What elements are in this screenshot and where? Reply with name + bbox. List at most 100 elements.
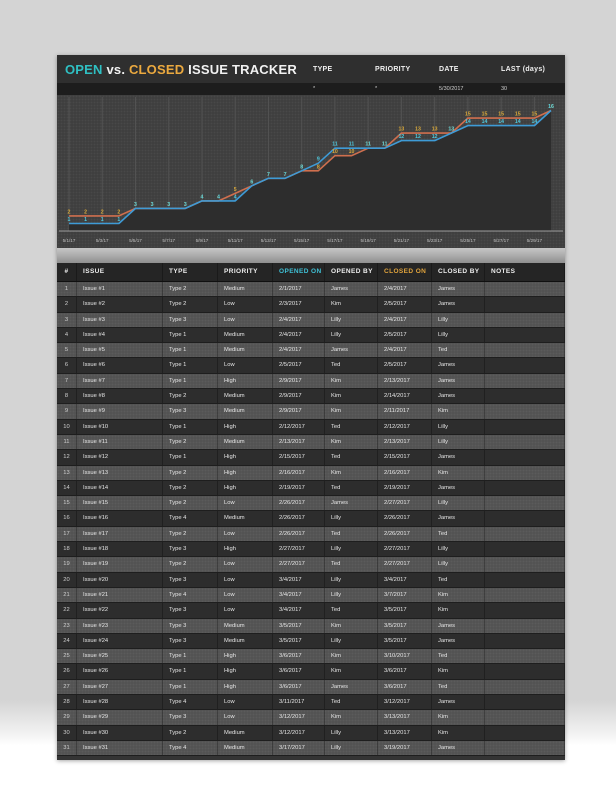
issue-name[interactable]: Issue #5: [77, 343, 163, 358]
opened-by-cell[interactable]: James: [325, 343, 378, 358]
opened-by-cell[interactable]: Lilly: [325, 572, 378, 587]
priority-cell[interactable]: Medium: [218, 327, 273, 343]
type-cell[interactable]: Type 1: [163, 679, 218, 695]
opened-by-cell[interactable]: Kim: [325, 649, 378, 664]
closed-on-cell[interactable]: 3/19/2017: [378, 740, 432, 756]
opened-on-cell[interactable]: 3/4/2017: [273, 603, 325, 618]
issue-name[interactable]: Issue #31: [77, 740, 163, 756]
closed-by-cell[interactable]: James: [432, 480, 485, 496]
priority-cell[interactable]: Low: [218, 603, 273, 618]
notes-cell[interactable]: [485, 419, 565, 434]
opened-on-cell[interactable]: 3/5/2017: [273, 618, 325, 633]
priority-cell[interactable]: Medium: [218, 633, 273, 649]
opened-by-cell[interactable]: Lilly: [325, 725, 378, 740]
priority-cell[interactable]: Low: [218, 572, 273, 587]
opened-on-cell[interactable]: 3/17/2017: [273, 740, 325, 756]
row-number[interactable]: 29: [57, 710, 77, 725]
notes-cell[interactable]: [485, 725, 565, 740]
issue-name[interactable]: Issue #20: [77, 572, 163, 587]
type-cell[interactable]: Type 1: [163, 649, 218, 664]
row-number[interactable]: 2: [57, 297, 77, 312]
notes-cell[interactable]: [485, 618, 565, 633]
closed-by-cell[interactable]: Lilly: [432, 312, 485, 327]
type-cell[interactable]: Type 2: [163, 282, 218, 297]
filter-date-value[interactable]: 5/30/2017: [439, 86, 464, 92]
issue-name[interactable]: Issue #2: [77, 297, 163, 312]
row-number[interactable]: 3: [57, 312, 77, 327]
opened-on-cell[interactable]: 2/4/2017: [273, 312, 325, 327]
issue-name[interactable]: Issue #6: [77, 358, 163, 373]
row-number[interactable]: 16: [57, 511, 77, 526]
notes-cell[interactable]: [485, 664, 565, 679]
notes-cell[interactable]: [485, 511, 565, 526]
opened-by-cell[interactable]: Ted: [325, 480, 378, 496]
opened-by-cell[interactable]: Lilly: [325, 312, 378, 327]
closed-on-cell[interactable]: 3/13/2017: [378, 725, 432, 740]
closed-on-cell[interactable]: 2/26/2017: [378, 511, 432, 526]
opened-on-cell[interactable]: 2/5/2017: [273, 358, 325, 373]
notes-cell[interactable]: [485, 633, 565, 649]
type-cell[interactable]: Type 1: [163, 450, 218, 465]
issue-name[interactable]: Issue #30: [77, 725, 163, 740]
type-cell[interactable]: Type 3: [163, 618, 218, 633]
closed-on-cell[interactable]: 2/4/2017: [378, 282, 432, 297]
closed-by-cell[interactable]: James: [432, 373, 485, 389]
opened-by-cell[interactable]: Ted: [325, 358, 378, 373]
opened-on-cell[interactable]: 3/6/2017: [273, 649, 325, 664]
type-cell[interactable]: Type 3: [163, 404, 218, 419]
opened-by-cell[interactable]: Lilly: [325, 587, 378, 603]
closed-by-cell[interactable]: James: [432, 618, 485, 633]
type-cell[interactable]: Type 2: [163, 465, 218, 480]
row-number[interactable]: 23: [57, 618, 77, 633]
closed-by-cell[interactable]: Kim: [432, 710, 485, 725]
type-cell[interactable]: Type 2: [163, 297, 218, 312]
row-number[interactable]: 26: [57, 664, 77, 679]
type-cell[interactable]: Type 2: [163, 434, 218, 450]
opened-by-cell[interactable]: Ted: [325, 557, 378, 572]
row-number[interactable]: 8: [57, 389, 77, 404]
opened-by-cell[interactable]: Ted: [325, 450, 378, 465]
row-number[interactable]: 27: [57, 679, 77, 695]
notes-cell[interactable]: [485, 679, 565, 695]
row-number[interactable]: 30: [57, 725, 77, 740]
opened-by-cell[interactable]: Kim: [325, 664, 378, 679]
notes-cell[interactable]: [485, 297, 565, 312]
notes-cell[interactable]: [485, 434, 565, 450]
issue-name[interactable]: Issue #24: [77, 633, 163, 649]
closed-by-cell[interactable]: Lilly: [432, 419, 485, 434]
opened-by-cell[interactable]: Kim: [325, 373, 378, 389]
issue-name[interactable]: Issue #15: [77, 496, 163, 511]
notes-cell[interactable]: [485, 587, 565, 603]
issue-name[interactable]: Issue #3: [77, 312, 163, 327]
notes-cell[interactable]: [485, 343, 565, 358]
type-cell[interactable]: Type 1: [163, 343, 218, 358]
notes-cell[interactable]: [485, 450, 565, 465]
issue-name[interactable]: Issue #18: [77, 542, 163, 557]
type-cell[interactable]: Type 1: [163, 664, 218, 679]
issue-name[interactable]: Issue #27: [77, 679, 163, 695]
issue-name[interactable]: Issue #28: [77, 695, 163, 710]
closed-by-cell[interactable]: Ted: [432, 679, 485, 695]
closed-by-cell[interactable]: Lilly: [432, 327, 485, 343]
notes-cell[interactable]: [485, 526, 565, 542]
row-number[interactable]: 25: [57, 649, 77, 664]
opened-on-cell[interactable]: 2/4/2017: [273, 327, 325, 343]
notes-cell[interactable]: [485, 480, 565, 496]
closed-on-cell[interactable]: 2/26/2017: [378, 526, 432, 542]
closed-on-cell[interactable]: 2/27/2017: [378, 557, 432, 572]
closed-on-cell[interactable]: 2/11/2017: [378, 404, 432, 419]
row-number[interactable]: 24: [57, 633, 77, 649]
row-number[interactable]: 12: [57, 450, 77, 465]
closed-by-cell[interactable]: James: [432, 389, 485, 404]
opened-on-cell[interactable]: 3/4/2017: [273, 587, 325, 603]
issue-name[interactable]: Issue #1: [77, 282, 163, 297]
closed-by-cell[interactable]: Lilly: [432, 496, 485, 511]
closed-by-cell[interactable]: Kim: [432, 603, 485, 618]
row-number[interactable]: 7: [57, 373, 77, 389]
type-cell[interactable]: Type 3: [163, 312, 218, 327]
type-cell[interactable]: Type 3: [163, 603, 218, 618]
filter-priority-value[interactable]: *: [375, 86, 378, 92]
opened-by-cell[interactable]: Ted: [325, 526, 378, 542]
priority-cell[interactable]: High: [218, 664, 273, 679]
closed-by-cell[interactable]: Ted: [432, 649, 485, 664]
